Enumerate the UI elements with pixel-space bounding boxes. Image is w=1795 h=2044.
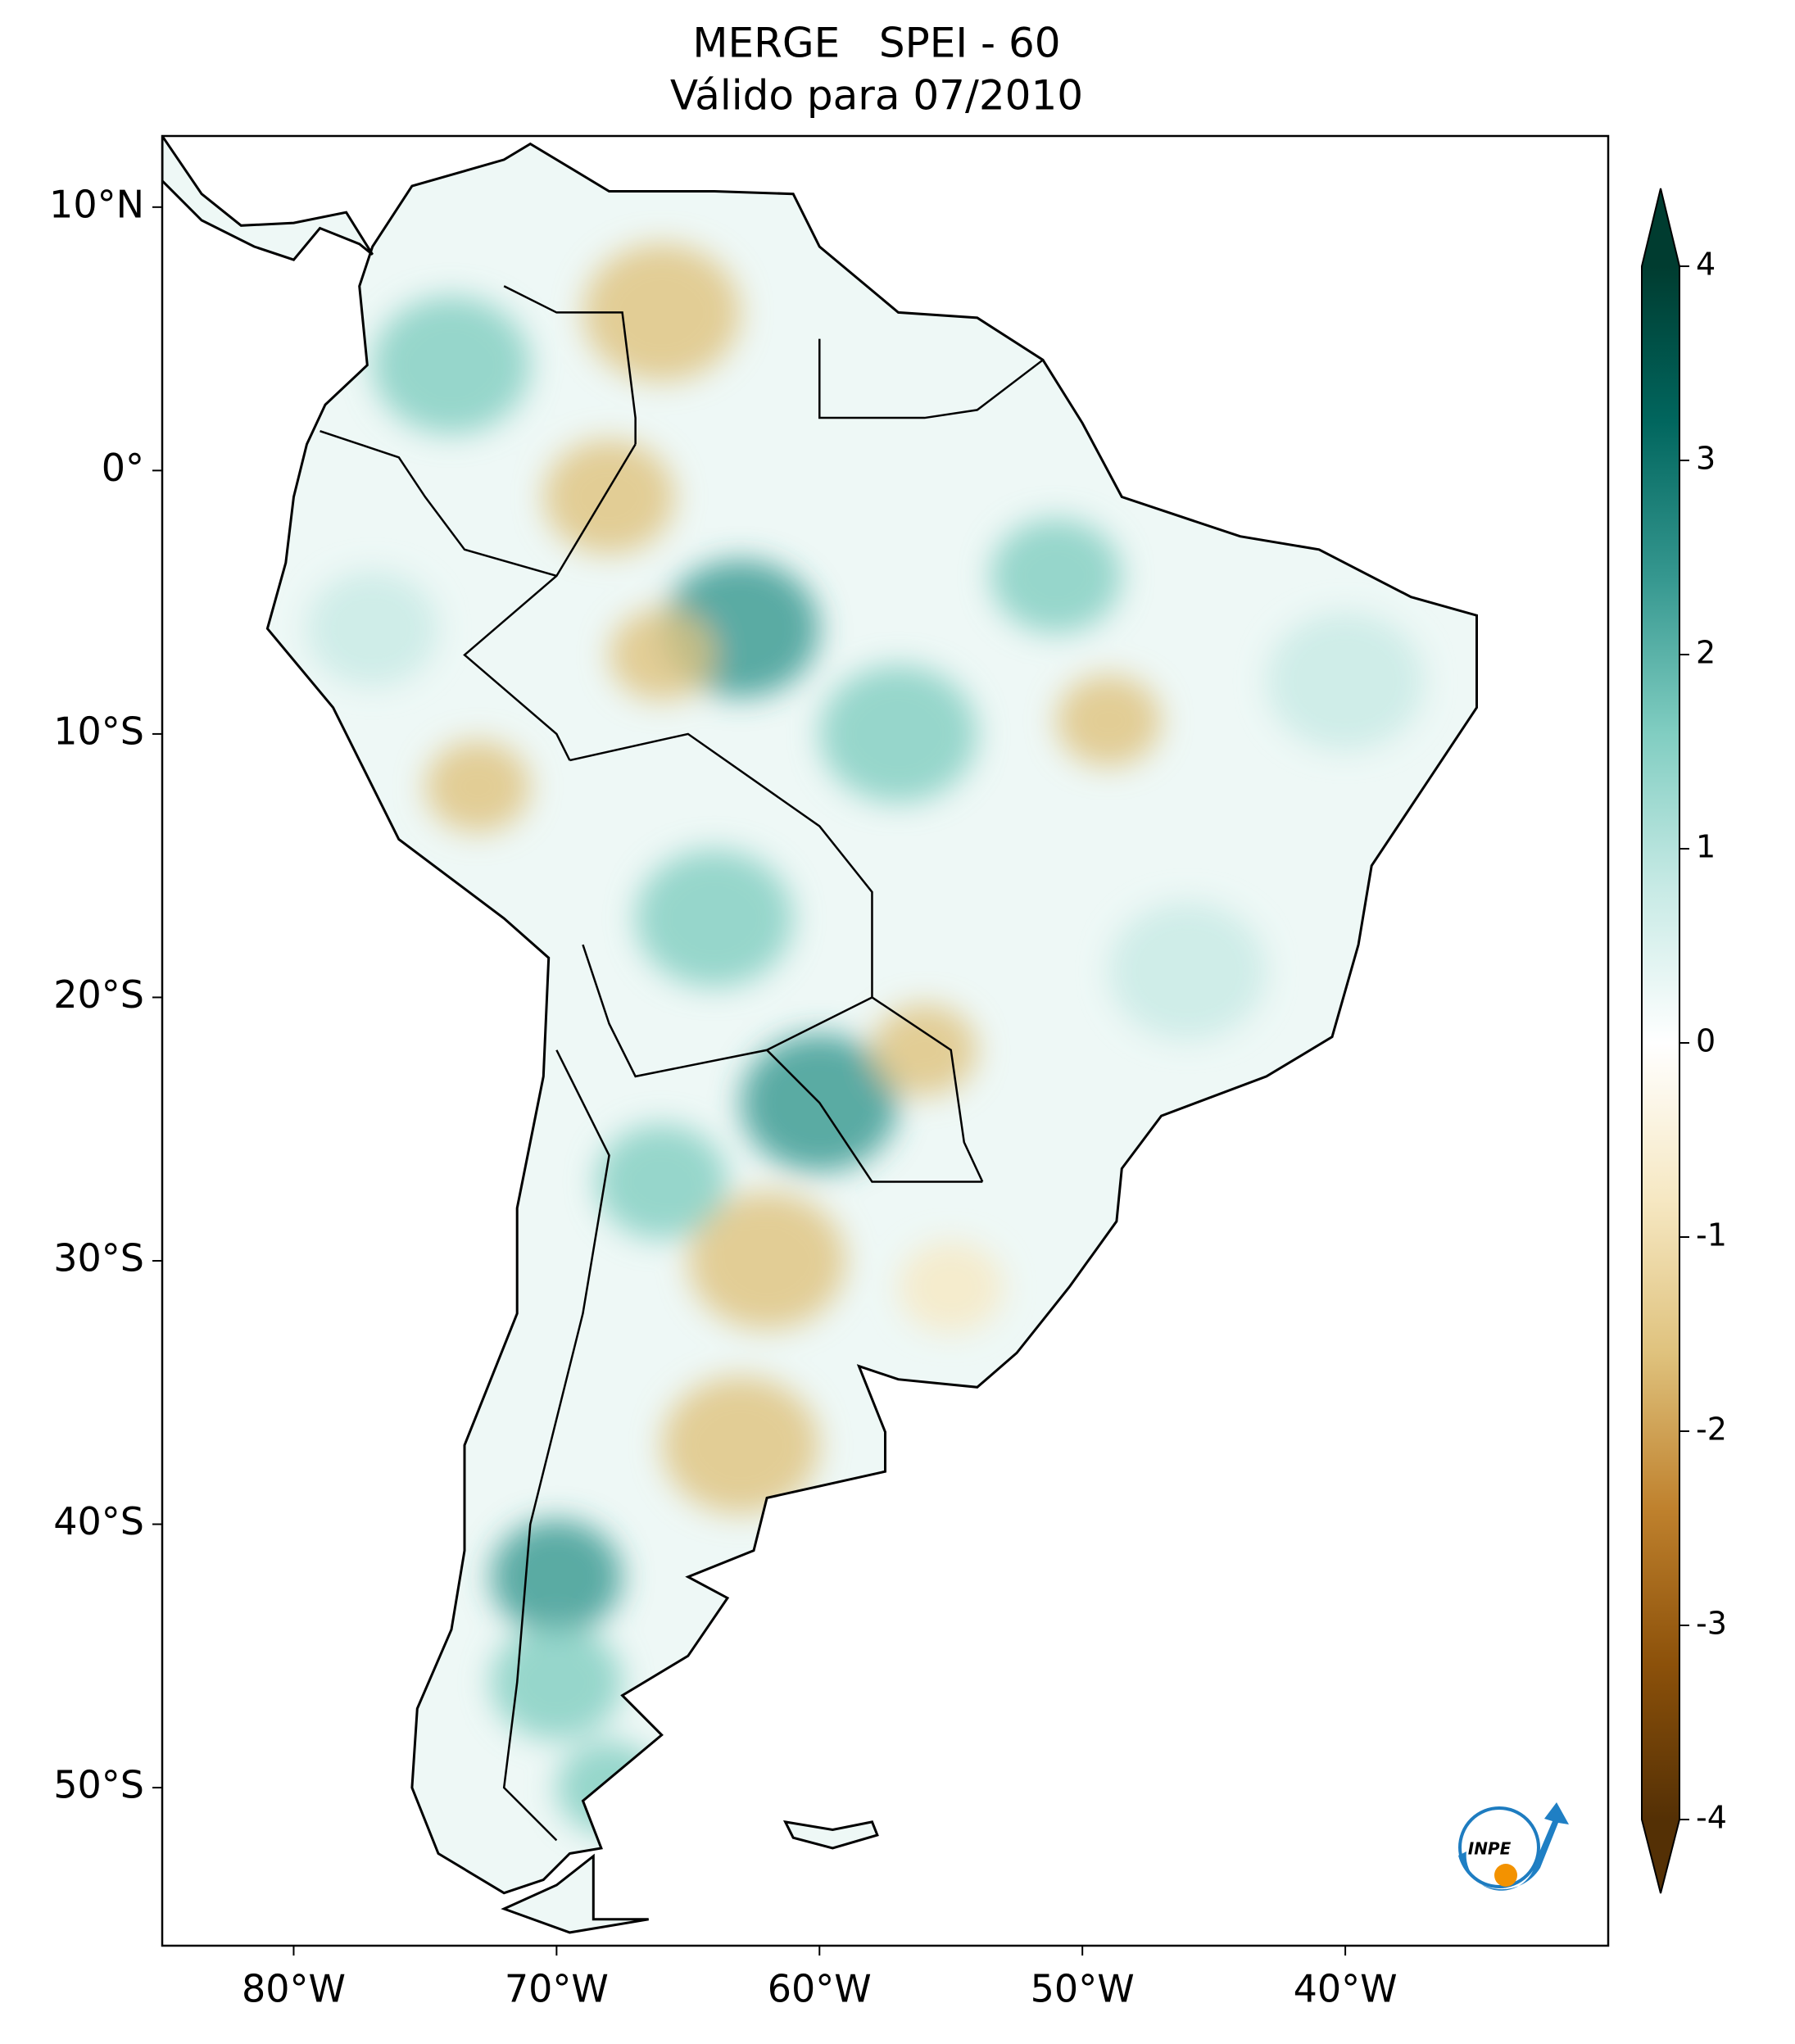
map-frame: [161, 134, 1610, 1947]
spei-blob: [556, 1742, 662, 1834]
x-tick-label: 70°W: [505, 1967, 609, 2011]
colorbar-tick-label: 3: [1696, 441, 1716, 477]
spei-blob: [373, 296, 530, 434]
colorbar-ramp: [1642, 266, 1679, 1820]
spei-blob: [582, 243, 741, 382]
colorbar: 4 3 2 1 0 -1 -2 -3 -4: [1641, 188, 1727, 1894]
colorbar-tick-label: -4: [1696, 1800, 1727, 1836]
y-tick-label: 40°S: [53, 1499, 144, 1543]
spei-blob: [609, 609, 714, 701]
border: [320, 429, 557, 578]
spei-blob: [819, 664, 977, 803]
y-tick-label: 20°S: [53, 972, 144, 1017]
spei-blob: [898, 1241, 1004, 1334]
logo: INPE: [1458, 1802, 1569, 1891]
spei-blob: [872, 1004, 977, 1096]
title: MERGE SPEI - 60: [692, 20, 1060, 67]
spei-blob: [688, 1191, 846, 1330]
spei-blob: [596, 1124, 728, 1240]
spei-blob: [990, 518, 1122, 633]
spei-blob: [1267, 612, 1425, 750]
spei-blob: [491, 1519, 623, 1634]
y-tick-label: 30°S: [53, 1235, 144, 1280]
y-tick-label: 50°S: [53, 1763, 144, 1807]
x-tick-label: 60°W: [768, 1967, 872, 2011]
spei-blob: [491, 1625, 623, 1740]
x-tick-label: 50°W: [1031, 1967, 1135, 2011]
colorbar-tick-label: -3: [1696, 1606, 1727, 1642]
spei-field: [306, 243, 1425, 1834]
spei-blob: [662, 1376, 819, 1515]
map-area: [162, 136, 1478, 1934]
border: [569, 732, 984, 1183]
y-tick-label: 0°: [102, 446, 144, 490]
colorbar-extend-max: [1642, 188, 1679, 266]
border: [766, 1049, 983, 1183]
border: [503, 285, 637, 445]
spei-blob: [425, 741, 531, 833]
colorbar-extend-min: [1642, 1820, 1679, 1893]
x-tick-label: 40°W: [1294, 1967, 1398, 2011]
coastline: [162, 136, 1478, 1934]
y-tick-label: 10°S: [53, 709, 144, 753]
spei-blob: [1108, 902, 1267, 1040]
colorbar-tick-label: 0: [1696, 1023, 1716, 1059]
x-tick-label: 80°W: [242, 1967, 346, 2011]
colorbar-tick-label: -1: [1696, 1217, 1727, 1253]
colorbar-tick-label: -2: [1696, 1412, 1727, 1448]
border: [502, 1049, 610, 1842]
colorbar-tick-label: 4: [1696, 247, 1716, 283]
spei-blob: [1056, 674, 1162, 767]
border: [582, 944, 873, 1078]
subtitle: Válido para 07/2010: [670, 72, 1083, 120]
border: [818, 338, 1044, 419]
colorbar-tick-label: 1: [1696, 829, 1716, 865]
y-tick-label: 10°N: [49, 182, 144, 226]
border: [463, 443, 637, 761]
spei-blob: [543, 439, 675, 555]
spei-blob: [306, 571, 438, 687]
colorbar-tick-label: 2: [1696, 635, 1716, 671]
spei-blobs: [306, 243, 1425, 1834]
spei-blob: [635, 849, 793, 987]
logo-text: INPE: [1468, 1839, 1512, 1859]
